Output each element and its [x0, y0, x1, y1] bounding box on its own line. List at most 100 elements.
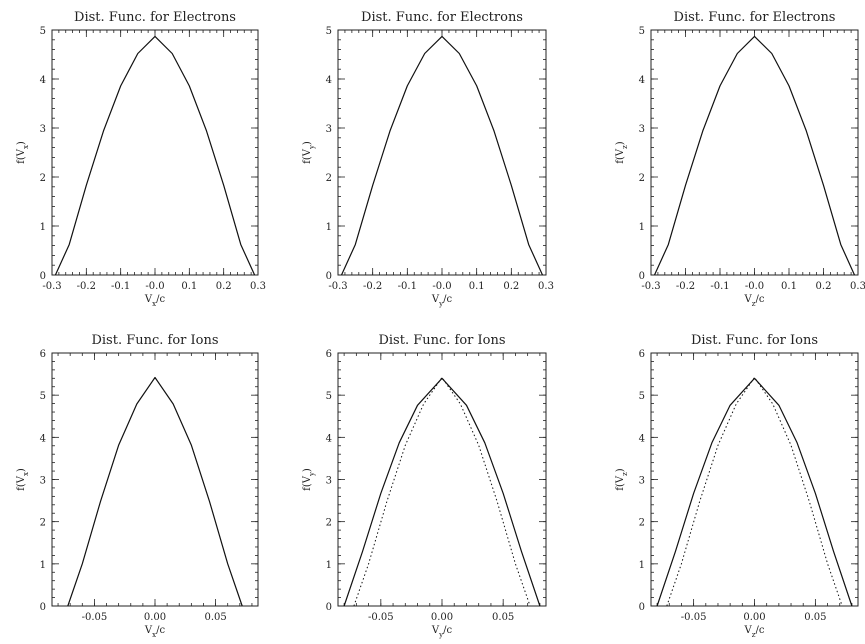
series-line-dotted [353, 377, 531, 607]
panel-2: Dist. Func. for Electrons -0.3 -0.2 -0.1 -0.… [302, 10, 554, 308]
x-axis-label: Vz/c [744, 294, 765, 308]
x-axis-label: Vy/c [431, 625, 453, 639]
y-tick-label: 1 [326, 560, 332, 571]
panel-title: Dist. Func. for Ions [91, 333, 218, 348]
y-tick-label: 2 [326, 173, 332, 184]
y-axis-label: f(Vz) [615, 468, 629, 491]
x-tick-label: -0.3 [641, 281, 660, 292]
y-tick-label: 2 [639, 173, 645, 184]
panel-title: Dist. Func. for Electrons [74, 10, 236, 25]
x-tick-label: -0.05 [681, 612, 707, 623]
x-tick-label: 0.00 [431, 612, 453, 623]
y-tick-label: 5 [639, 391, 645, 402]
x-tick-label: 0.3 [250, 281, 266, 292]
series-line [343, 377, 541, 607]
x-tick-label: 0.05 [804, 612, 826, 623]
y-tick-label: 0 [40, 271, 46, 282]
y-tick-label: 2 [639, 518, 645, 529]
y-tick-label: 0 [40, 602, 46, 613]
x-tick-label: -0.1 [710, 281, 729, 292]
x-tick-label: -0.0 [432, 281, 451, 292]
y-tick-label: 1 [639, 560, 645, 571]
series-line [653, 35, 856, 276]
y-tick-label: 0 [326, 602, 332, 613]
x-axis-label: Vx/c [144, 294, 166, 308]
y-tick-label: 4 [639, 75, 645, 86]
panel-title: Dist. Func. for Electrons [674, 10, 836, 25]
y-tick-label: 1 [326, 222, 332, 233]
panel-6: Dist. Func. for Ions -0.05 0.00 0.05 0 1 2 3 4 5 6… [615, 333, 859, 639]
x-axis-label: Vy/c [431, 294, 453, 308]
x-tick-label: -0.1 [398, 281, 417, 292]
y-axis-label: f(Vy) [302, 468, 316, 491]
x-tick-label: -0.1 [111, 281, 130, 292]
y-tick-label: 1 [40, 222, 46, 233]
x-tick-label: -0.0 [745, 281, 764, 292]
y-tick-label: 3 [40, 124, 46, 135]
y-tick-label: 1 [40, 560, 46, 571]
y-tick-label: 0 [639, 271, 645, 282]
series-line [67, 376, 243, 607]
x-tick-label: 0.05 [492, 612, 514, 623]
y-tick-label: 3 [326, 476, 332, 487]
y-tick-label: 0 [326, 271, 332, 282]
panel-title: Dist. Func. for Ions [691, 333, 818, 348]
plot-frame [337, 29, 547, 276]
panel-5: Dist. Func. for Ions -0.05 0.00 0.05 0 1 2 3 4 5 6… [302, 333, 547, 639]
x-tick-label: 0.1 [781, 281, 797, 292]
x-tick-label: -0.05 [368, 612, 394, 623]
x-tick-label: -0.2 [676, 281, 695, 292]
x-tick-label: -0.2 [363, 281, 382, 292]
x-tick-label: 0.3 [850, 281, 865, 292]
y-tick-label: 3 [639, 124, 645, 135]
x-tick-label: 0.2 [503, 281, 519, 292]
y-tick-label: 4 [639, 433, 645, 444]
y-tick-label: 3 [326, 124, 332, 135]
plot-frame [51, 352, 259, 607]
x-tick-label: 0.3 [538, 281, 554, 292]
series-line [54, 35, 256, 276]
x-tick-label: 0.00 [144, 612, 166, 623]
y-tick-label: 4 [40, 75, 46, 86]
y-tick-label: 0 [639, 602, 645, 613]
x-tick-label: -0.2 [77, 281, 96, 292]
plot-frame [650, 352, 859, 607]
x-tick-label: 0.05 [204, 612, 226, 623]
x-tick-label: 0.1 [181, 281, 197, 292]
x-tick-label: -0.05 [82, 612, 108, 623]
panel-4: Dist. Func. for Ions -0.05 0.00 0.05 0 1 2 3 4 5 6… [16, 333, 259, 639]
x-tick-label: 0.2 [816, 281, 832, 292]
y-tick-label: 2 [40, 518, 46, 529]
x-tick-label: 0.00 [743, 612, 765, 623]
y-tick-label: 2 [326, 518, 332, 529]
y-tick-label: 4 [40, 433, 46, 444]
panel-title: Dist. Func. for Electrons [361, 10, 523, 25]
plot-frame [337, 352, 547, 607]
x-tick-label: -0.0 [145, 281, 164, 292]
y-tick-label: 4 [326, 433, 332, 444]
y-tick-label: 5 [639, 26, 645, 37]
panel-3: Dist. Func. for Electrons -0.3 -0.2 -0.1 -0.… [615, 10, 865, 308]
y-tick-label: 5 [40, 391, 46, 402]
series-line [656, 377, 853, 607]
y-tick-label: 5 [326, 26, 332, 37]
y-tick-label: 5 [40, 26, 46, 37]
y-tick-label: 4 [326, 75, 332, 86]
y-tick-label: 3 [639, 476, 645, 487]
x-tick-label: 0.1 [469, 281, 485, 292]
y-tick-label: 6 [40, 349, 46, 360]
plot-frame [51, 29, 259, 276]
x-axis-label: Vz/c [744, 625, 765, 639]
y-axis-label: f(Vz) [615, 141, 629, 164]
y-axis-label: f(Vx) [16, 141, 30, 164]
panel-title: Dist. Func. for Ions [378, 333, 505, 348]
y-tick-label: 1 [639, 222, 645, 233]
series-line [340, 35, 544, 276]
x-tick-label: -0.3 [42, 281, 61, 292]
panel-1: Dist. Func. for Electrons -0.3 -0.2 -0.1 -0.… [16, 10, 266, 308]
y-tick-label: 6 [639, 349, 645, 360]
y-axis-label: f(Vx) [16, 468, 30, 491]
y-tick-label: 5 [326, 391, 332, 402]
x-axis-label: Vx/c [144, 625, 166, 639]
